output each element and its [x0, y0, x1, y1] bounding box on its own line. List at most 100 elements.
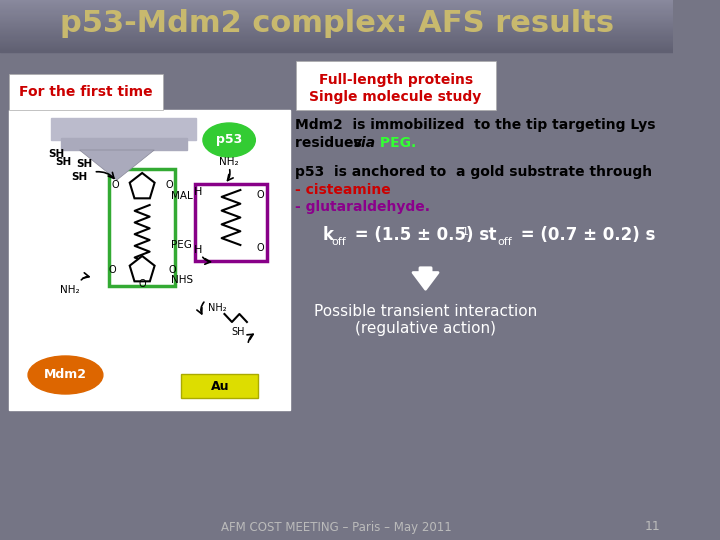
Bar [0, 37, 673, 38]
Bar [0, 28, 673, 29]
Bar [0, 24, 673, 25]
Text: O: O [109, 265, 116, 275]
Bar [0, 46, 673, 47]
Text: Mdm2: Mdm2 [44, 368, 87, 381]
Text: Au: Au [210, 380, 229, 393]
Text: Full-length proteins: Full-length proteins [318, 73, 472, 87]
Text: MAL: MAL [171, 191, 193, 201]
Bar [0, 43, 673, 44]
Bar [0, 8, 673, 9]
Bar [0, 6, 673, 7]
Text: - cisteamine: - cisteamine [294, 183, 390, 197]
Text: O: O [111, 180, 119, 190]
Bar [60, 138, 187, 150]
Text: O: O [256, 190, 264, 200]
Bar [0, 4, 673, 5]
Bar [0, 21, 673, 22]
Bar [0, 48, 673, 49]
Text: AFM COST MEETING – Paris – May 2011: AFM COST MEETING – Paris – May 2011 [221, 521, 452, 534]
Bar [0, 38, 673, 39]
Bar [0, 39, 673, 40]
Bar [0, 42, 673, 43]
Bar [0, 27, 673, 28]
Bar [0, 11, 673, 12]
Text: PEG: PEG [171, 240, 192, 250]
Polygon shape [130, 256, 155, 281]
Bar [0, 3, 673, 4]
Text: Possible transient interaction: Possible transient interaction [314, 305, 537, 320]
Ellipse shape [28, 356, 103, 394]
Bar [0, 17, 673, 18]
Bar [0, 20, 673, 21]
Bar [0, 33, 673, 35]
Text: NH₂: NH₂ [60, 285, 80, 295]
Ellipse shape [203, 123, 256, 157]
Bar [0, 16, 673, 17]
Bar [0, 10, 673, 11]
Bar [0, 25, 673, 26]
Bar [0, 9, 673, 10]
Text: O: O [168, 265, 176, 275]
Text: SH: SH [55, 157, 72, 167]
Bar [0, 2, 673, 3]
Bar [0, 49, 673, 50]
Text: O: O [256, 243, 264, 253]
Bar [0, 32, 673, 33]
Bar [9, 110, 290, 410]
Bar [0, 26, 673, 27]
Text: PEG.: PEG. [375, 136, 416, 150]
Bar [0, 19, 673, 20]
Text: - glutaraldehyde.: - glutaraldehyde. [294, 200, 430, 214]
Text: k: k [323, 226, 333, 244]
Text: residues: residues [294, 136, 366, 150]
Text: H: H [194, 245, 202, 255]
Text: p53: p53 [216, 133, 242, 146]
FancyBboxPatch shape [295, 61, 495, 110]
Text: (regulative action): (regulative action) [355, 321, 496, 335]
Text: Mdm2  is immobilized  to the tip targeting Lys: Mdm2 is immobilized to the tip targeting… [294, 118, 655, 132]
Bar [0, 0, 673, 1]
Text: 11: 11 [645, 521, 661, 534]
Bar [0, 31, 673, 32]
Bar [0, 22, 673, 23]
Bar [0, 18, 673, 19]
FancyArrowPatch shape [413, 268, 438, 289]
Text: O: O [138, 279, 146, 289]
Bar [0, 30, 673, 31]
Text: SH: SH [71, 172, 88, 182]
Bar [0, 12, 673, 14]
Polygon shape [79, 150, 154, 180]
Text: off: off [498, 237, 513, 247]
Text: NH₂: NH₂ [207, 303, 226, 313]
Text: Single molecule study: Single molecule study [310, 90, 482, 104]
FancyBboxPatch shape [109, 169, 175, 286]
Text: via: via [353, 136, 376, 150]
Bar [0, 47, 673, 48]
Text: -1: -1 [458, 227, 469, 237]
Bar [0, 36, 673, 37]
Bar [0, 40, 673, 42]
Bar [0, 29, 673, 30]
FancyBboxPatch shape [181, 374, 258, 398]
Bar [0, 14, 673, 15]
Text: p53  is anchored to  a gold substrate through: p53 is anchored to a gold substrate thro… [294, 165, 652, 179]
Bar [0, 35, 673, 36]
Text: SH: SH [76, 159, 92, 169]
FancyBboxPatch shape [9, 74, 163, 110]
Text: SH: SH [232, 327, 246, 337]
Bar [51, 118, 197, 140]
Bar [0, 15, 673, 16]
Text: NHS: NHS [171, 275, 193, 285]
Text: For the first time: For the first time [19, 85, 153, 99]
Bar [0, 44, 673, 45]
Bar [0, 23, 673, 24]
Text: SH: SH [48, 149, 64, 159]
FancyBboxPatch shape [195, 184, 267, 261]
Bar [0, 1, 673, 2]
Text: NH₂: NH₂ [220, 157, 239, 167]
Text: = (0.7 ± 0.2) s: = (0.7 ± 0.2) s [516, 226, 656, 244]
Text: p53-Mdm2 complex: AFS results: p53-Mdm2 complex: AFS results [60, 10, 613, 38]
Text: H: H [194, 187, 202, 197]
Text: off: off [331, 237, 346, 247]
Bar [0, 45, 673, 46]
